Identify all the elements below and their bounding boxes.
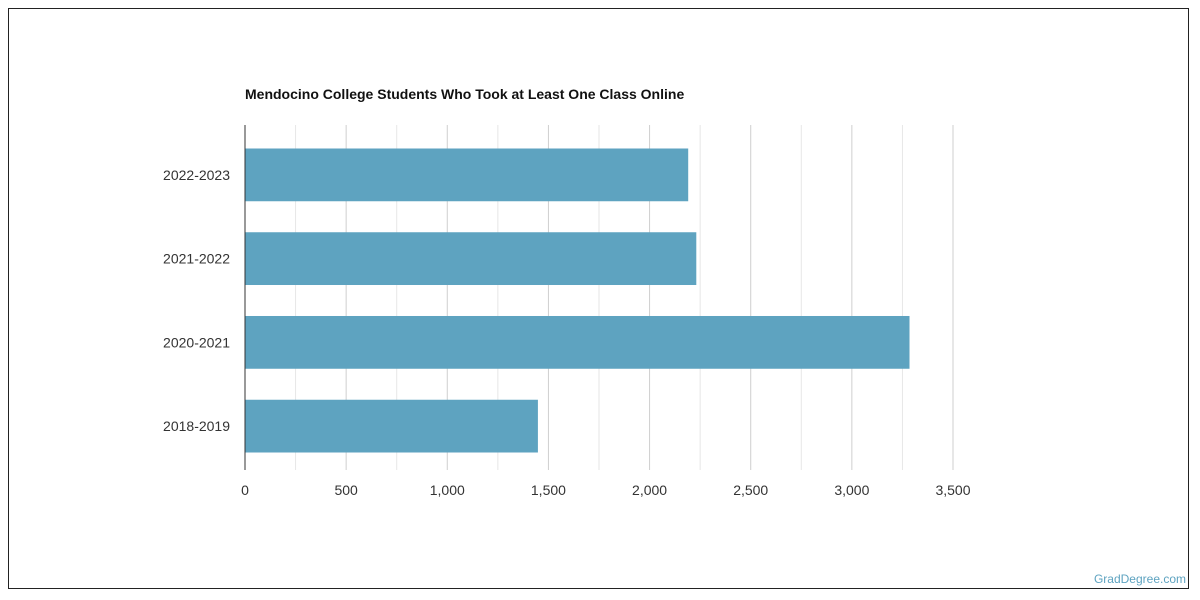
x-tick-label: 0 — [241, 482, 249, 498]
x-tick-label: 3,000 — [834, 482, 869, 498]
x-tick-label: 2,500 — [733, 482, 768, 498]
category-label: 2020-2021 — [163, 334, 230, 350]
x-tick-label: 1,500 — [531, 482, 566, 498]
x-tick-label: 2,000 — [632, 482, 667, 498]
x-tick-label: 500 — [334, 482, 358, 498]
category-label: 2021-2022 — [163, 251, 230, 267]
x-tick-label: 1,000 — [430, 482, 465, 498]
category-label: 2018-2019 — [163, 418, 230, 434]
bar-2018-2019 — [245, 399, 538, 453]
x-tick-label: 3,500 — [935, 482, 970, 498]
bar-2022-2023 — [245, 148, 689, 202]
chart-title: Mendocino College Students Who Took at L… — [245, 86, 685, 102]
bar-2020-2021 — [245, 315, 910, 369]
source-link[interactable]: GradDegree.com — [1093, 572, 1186, 586]
category-label: 2022-2023 — [163, 167, 230, 183]
bar-2021-2022 — [245, 232, 697, 286]
axis-labels: 2022-2023 2021-2022 2020-2021 2018-2019 0 500… — [163, 167, 971, 498]
bars — [245, 148, 910, 453]
